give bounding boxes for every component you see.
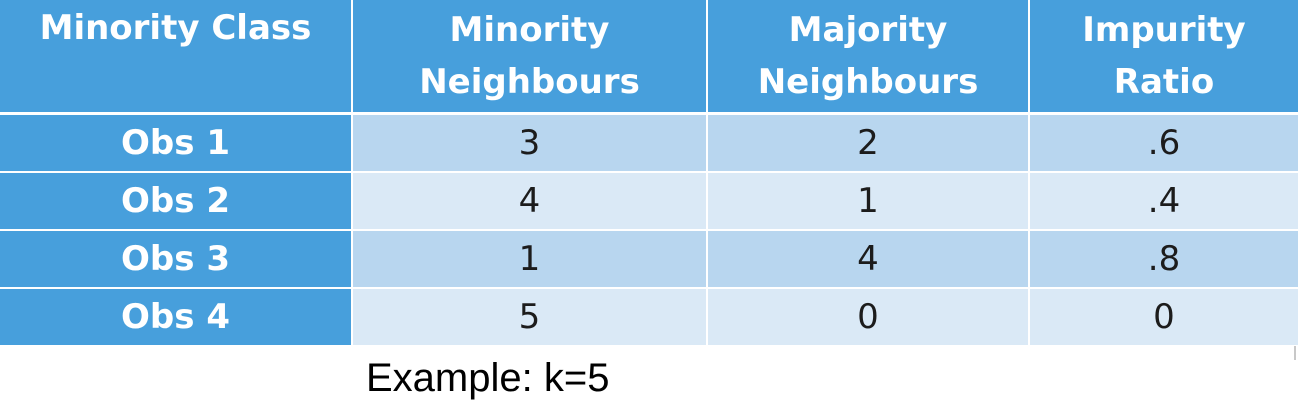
header-impurity-ratio: Impurity Ratio (1028, 0, 1298, 115)
majority-neighbours-cell: 1 (706, 171, 1030, 231)
minority-neighbours-cell: 1 (351, 229, 708, 289)
impurity-ratio-cell: 0 (1028, 287, 1298, 347)
header-majority-neighbours: Majority Neighbours (706, 0, 1030, 115)
row-label-cell: Obs 3 (0, 229, 353, 289)
edge-mark (1294, 346, 1296, 360)
minority-neighbours-cell: 5 (351, 287, 708, 347)
table-row: Obs 4 5 0 0 (0, 287, 1298, 347)
table-row: Obs 2 4 1 .4 (0, 171, 1298, 231)
impurity-ratio-cell: .4 (1028, 171, 1298, 231)
table-row: Obs 1 3 2 .6 (0, 112, 1298, 173)
impurity-ratio-table: Minority Class Minority Neighbours Major… (0, 0, 1298, 347)
row-label: Obs 1 (121, 123, 230, 163)
header-minority-neighbours: Minority Neighbours (351, 0, 708, 115)
table-caption: Example: k=5 (366, 356, 610, 400)
majority-neighbours-cell: 4 (706, 229, 1030, 289)
row-label-cell: Obs 2 (0, 171, 353, 231)
impurity-table-wrapper: Minority Class Minority Neighbours Major… (0, 0, 1298, 347)
table-row: Obs 3 1 4 .8 (0, 229, 1298, 289)
impurity-ratio-cell: .8 (1028, 229, 1298, 289)
impurity-ratio-cell: .6 (1028, 112, 1298, 173)
header-row: Minority Class Minority Neighbours Major… (0, 0, 1298, 115)
row-label-cell: Obs 1 (0, 112, 353, 173)
majority-neighbours-cell: 0 (706, 287, 1030, 347)
minority-neighbours-cell: 4 (351, 171, 708, 231)
row-label-cell: Obs 4 (0, 287, 353, 347)
majority-neighbours-cell: 2 (706, 112, 1030, 173)
minority-neighbours-cell: 3 (351, 112, 708, 173)
header-minority-class: Minority Class (0, 0, 353, 115)
